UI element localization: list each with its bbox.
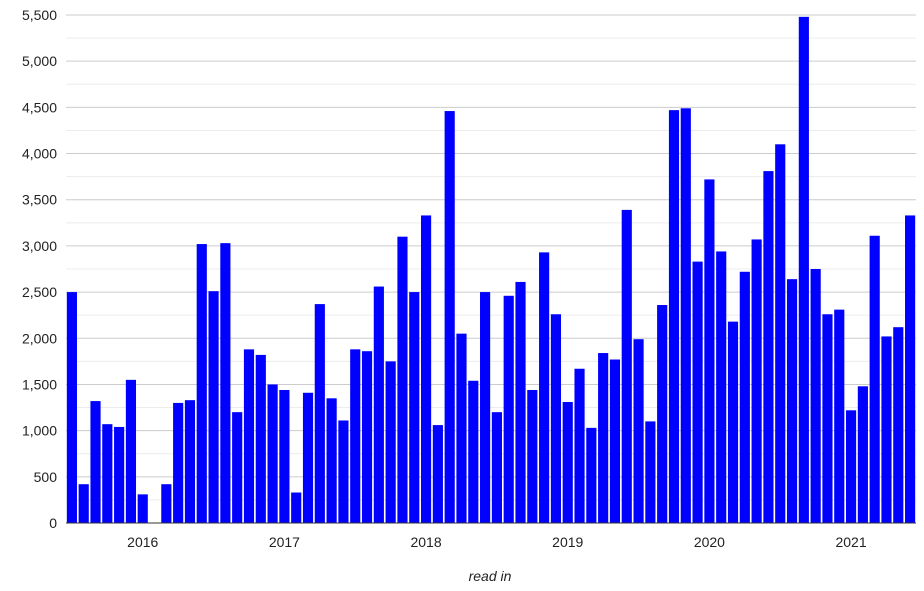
y-tick-label: 2,500 — [22, 284, 57, 300]
y-tick-label: 5,500 — [22, 7, 57, 23]
bar — [503, 295, 514, 523]
bar — [574, 368, 585, 523]
bar — [751, 239, 762, 523]
bar — [220, 243, 231, 523]
bar — [232, 412, 243, 523]
bar — [657, 305, 668, 523]
bar — [255, 354, 266, 523]
bar — [326, 398, 337, 523]
bar — [78, 484, 89, 523]
y-tick-label: 3,000 — [22, 238, 57, 254]
bar — [822, 314, 833, 523]
bar — [775, 144, 786, 524]
bar — [444, 111, 455, 524]
y-tick-label: 2,000 — [22, 330, 57, 346]
bar — [173, 402, 184, 523]
x-tick-label: 2021 — [835, 534, 866, 550]
y-axis-tick-labels: 0 500 1,000 1,500 2,000 2,500 3,000 3,500 4,000 4… — [22, 7, 57, 531]
bar — [456, 333, 467, 523]
bar — [562, 402, 573, 523]
bar — [763, 171, 774, 523]
bar — [432, 425, 443, 523]
bar — [633, 339, 644, 523]
bar — [397, 236, 408, 523]
y-tick-label: 500 — [34, 469, 58, 485]
y-tick-label: 5,000 — [22, 53, 57, 69]
bar — [468, 380, 479, 523]
bar — [692, 261, 703, 523]
y-tick-label: 1,500 — [22, 376, 57, 392]
bar — [704, 179, 715, 523]
bar — [314, 304, 325, 523]
bar — [373, 286, 384, 523]
bar — [834, 309, 845, 523]
bar — [739, 271, 750, 523]
x-tick-label: 2019 — [552, 534, 583, 550]
x-axis-tick-labels: 2016 2017 2018 2019 2020 2021 — [127, 534, 867, 550]
bar — [291, 492, 302, 523]
y-tick-label: 4,000 — [22, 146, 57, 162]
bar — [645, 421, 656, 523]
minor-gridlines — [66, 37, 916, 501]
bar — [716, 251, 727, 523]
bar — [893, 327, 904, 523]
bar — [350, 349, 361, 523]
bar — [727, 321, 739, 523]
bar — [857, 386, 868, 523]
bar — [621, 209, 632, 523]
bar — [845, 410, 857, 523]
bar — [420, 215, 432, 524]
bar — [243, 349, 255, 523]
bar — [114, 426, 125, 523]
bar — [302, 392, 314, 523]
bar — [680, 108, 691, 524]
bar — [668, 110, 680, 523]
bar — [196, 244, 207, 523]
bar — [798, 16, 809, 524]
x-tick-label: 2018 — [410, 534, 441, 550]
bar — [869, 235, 880, 523]
bar — [598, 353, 609, 523]
bar — [409, 292, 420, 523]
bar — [161, 484, 172, 523]
bar — [208, 291, 219, 523]
bar — [586, 427, 597, 523]
bar-series — [66, 16, 916, 524]
x-tick-label: 2020 — [694, 534, 725, 550]
bar — [90, 401, 101, 523]
y-tick-label: 4,500 — [22, 99, 57, 115]
major-gridlines — [66, 14, 916, 478]
bar — [385, 361, 396, 523]
bar — [184, 400, 196, 523]
bar — [480, 292, 491, 523]
bar — [279, 389, 290, 523]
bar — [515, 281, 526, 523]
x-tick-label: 2017 — [269, 534, 300, 550]
bar — [66, 292, 77, 523]
bar — [810, 269, 821, 523]
bar — [905, 215, 916, 524]
bar — [338, 420, 349, 523]
y-tick-label: 1,000 — [22, 423, 57, 439]
bar — [361, 351, 373, 523]
bar — [550, 314, 562, 523]
bar — [609, 359, 621, 523]
x-axis-title: read in — [469, 568, 512, 584]
bar — [491, 412, 502, 523]
bar — [102, 424, 113, 523]
bar — [125, 379, 137, 523]
bar — [527, 389, 538, 523]
y-tick-label: 3,500 — [22, 192, 57, 208]
bar — [881, 336, 892, 523]
bar — [539, 252, 550, 523]
y-tick-label: 0 — [49, 515, 57, 531]
bar — [786, 279, 798, 523]
x-tick-label: 2016 — [127, 534, 158, 550]
bar — [267, 384, 278, 523]
bar — [137, 494, 148, 523]
